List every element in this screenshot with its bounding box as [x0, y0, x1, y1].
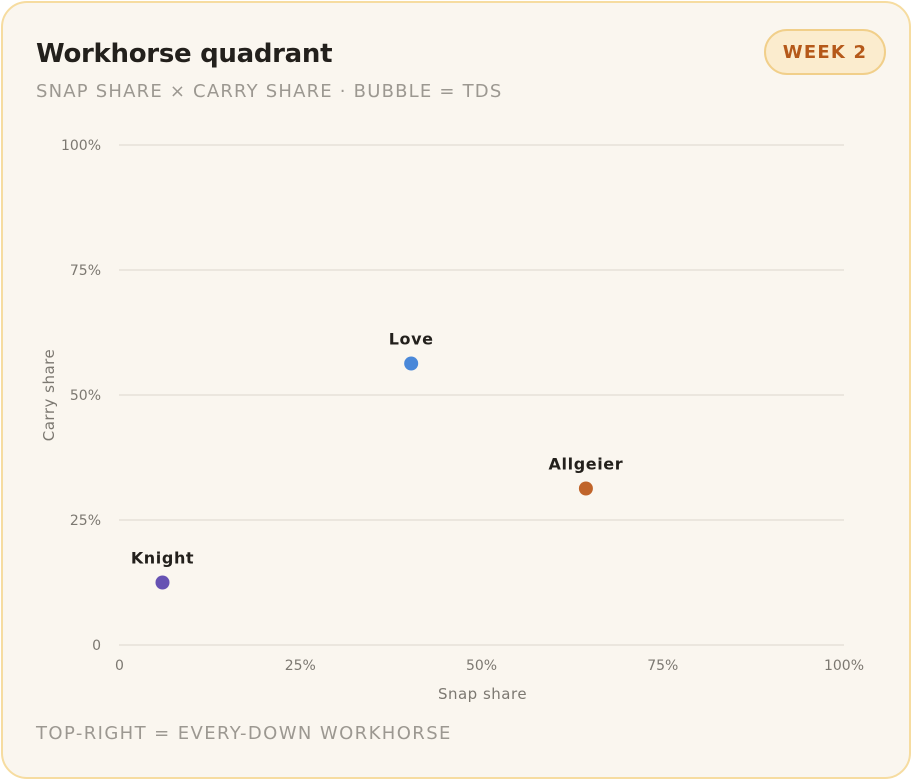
y-tick-label: 25% — [70, 513, 101, 529]
x-axis-label: Snap share — [438, 685, 527, 703]
chart-subtitle: SNAP SHARE × CARRY SHARE · BUBBLE = TDS — [36, 81, 503, 102]
data-point-knight — [155, 575, 170, 590]
grid-lines — [119, 144, 844, 646]
y-tick-label: 50% — [70, 388, 101, 404]
x-tick-label: 25% — [285, 658, 316, 674]
y-tick-label: 0 — [92, 638, 101, 654]
x-tick-label: 50% — [466, 658, 497, 674]
y-tick-label: 100% — [61, 138, 101, 154]
x-tick-label: 75% — [647, 658, 678, 674]
footer-note: TOP-RIGHT = EVERY-DOWN WORKHORSE — [36, 723, 452, 744]
data-points: Love Allgeier Knight — [131, 330, 623, 590]
x-axis-ticks: 0 25% 50% 75% 100% — [115, 658, 864, 674]
point-label-knight: Knight — [131, 549, 194, 568]
y-axis-label: Carry share — [40, 349, 58, 441]
y-axis-ticks: 0 25% 50% 75% 100% — [61, 138, 101, 654]
data-point-love — [404, 356, 419, 371]
y-tick-label: 75% — [70, 263, 101, 279]
week-badge: WEEK 2 — [764, 29, 886, 75]
x-tick-label: 0 — [115, 658, 124, 674]
x-tick-label: 100% — [824, 658, 864, 674]
point-label-love: Love — [389, 330, 434, 349]
chart-title: Workhorse quadrant — [36, 39, 333, 69]
point-label-allgeier: Allgeier — [549, 455, 624, 474]
data-point-allgeier — [578, 481, 593, 496]
